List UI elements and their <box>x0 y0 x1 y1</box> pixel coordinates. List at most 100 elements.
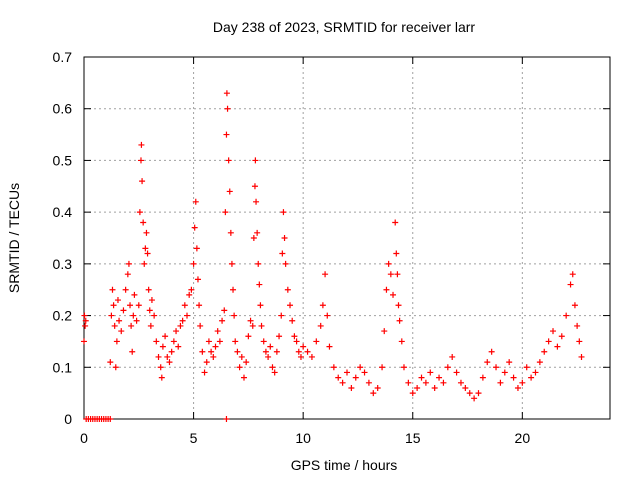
data-point <box>190 260 197 267</box>
data-point <box>398 338 405 345</box>
data-point <box>379 364 386 371</box>
data-point <box>506 359 513 366</box>
data-point <box>576 338 583 345</box>
data-point <box>177 322 184 329</box>
data-point <box>112 364 119 371</box>
data-point <box>230 286 237 293</box>
data-point <box>81 312 88 319</box>
data-point <box>344 369 350 376</box>
data-point <box>289 317 296 324</box>
data-point <box>567 281 574 288</box>
data-point <box>297 353 304 360</box>
data-point <box>457 379 464 386</box>
data-point <box>109 286 116 293</box>
data-point <box>252 157 259 164</box>
data-point <box>365 379 372 386</box>
data-point <box>122 286 129 293</box>
data-point <box>436 374 443 381</box>
data-point <box>225 157 232 164</box>
data-point <box>262 348 269 355</box>
data-point <box>385 260 392 267</box>
data-point <box>164 353 171 360</box>
data-point <box>82 317 89 324</box>
data-point <box>390 291 397 298</box>
data-point <box>208 348 215 355</box>
y-tick-label: 0 <box>64 411 72 427</box>
data-point <box>216 338 223 345</box>
data-point <box>449 353 456 360</box>
data-point <box>563 312 570 319</box>
data-point <box>284 286 291 293</box>
data-point <box>127 302 134 309</box>
data-point <box>196 302 203 309</box>
data-point <box>313 338 320 345</box>
data-point <box>168 348 175 355</box>
data-point <box>144 250 151 257</box>
data-point <box>224 105 231 112</box>
data-point <box>281 235 288 241</box>
data-point <box>431 384 438 391</box>
data-point <box>574 322 581 329</box>
data-point <box>170 338 177 345</box>
y-tick-label: 0.1 <box>53 359 73 375</box>
plot-frame <box>83 56 611 420</box>
data-points <box>81 90 585 422</box>
data-point <box>226 188 233 195</box>
data-point <box>201 369 208 376</box>
data-point <box>554 343 561 350</box>
data-point <box>179 317 186 324</box>
data-point <box>422 379 429 386</box>
data-point <box>414 384 421 391</box>
data-point <box>265 353 272 360</box>
data-point <box>471 395 478 402</box>
data-point <box>501 369 508 376</box>
data-point <box>523 364 530 371</box>
data-point <box>192 198 199 205</box>
data-point <box>462 384 469 391</box>
data-point <box>247 317 254 324</box>
data-point <box>271 369 278 376</box>
y-tick-label: 0.7 <box>53 49 73 65</box>
data-point <box>143 229 150 236</box>
data-point <box>232 338 239 345</box>
data-point <box>304 348 311 355</box>
data-point <box>352 374 359 381</box>
data-point <box>335 374 342 381</box>
data-point <box>135 302 142 309</box>
data-point <box>203 359 210 366</box>
data-point <box>133 317 140 324</box>
data-point <box>279 250 286 257</box>
data-point <box>374 384 381 391</box>
data-point <box>444 364 451 371</box>
data-point <box>395 302 402 309</box>
data-point <box>308 353 315 360</box>
data-point <box>140 219 147 226</box>
data-point <box>396 317 403 324</box>
data-point <box>82 322 89 329</box>
x-tick-label: 0 <box>80 430 88 446</box>
data-point <box>558 333 565 340</box>
data-point <box>300 343 307 350</box>
data-point <box>137 157 144 164</box>
data-point <box>326 343 333 350</box>
data-point <box>110 302 117 309</box>
data-point <box>528 374 535 381</box>
data-point <box>287 302 294 309</box>
data-point <box>357 364 364 371</box>
data-point <box>199 348 206 355</box>
data-point <box>124 271 131 278</box>
data-point <box>81 338 87 345</box>
data-point <box>418 374 425 381</box>
data-point <box>400 364 407 371</box>
y-tick-label: 0.3 <box>53 256 73 272</box>
data-point <box>394 271 401 278</box>
data-point <box>155 353 162 360</box>
data-point <box>107 359 114 366</box>
data-point <box>157 364 164 371</box>
data-point <box>322 271 329 278</box>
data-point <box>387 271 394 278</box>
data-point <box>210 353 217 360</box>
x-tick-label: 10 <box>295 430 311 446</box>
data-point <box>475 390 482 397</box>
